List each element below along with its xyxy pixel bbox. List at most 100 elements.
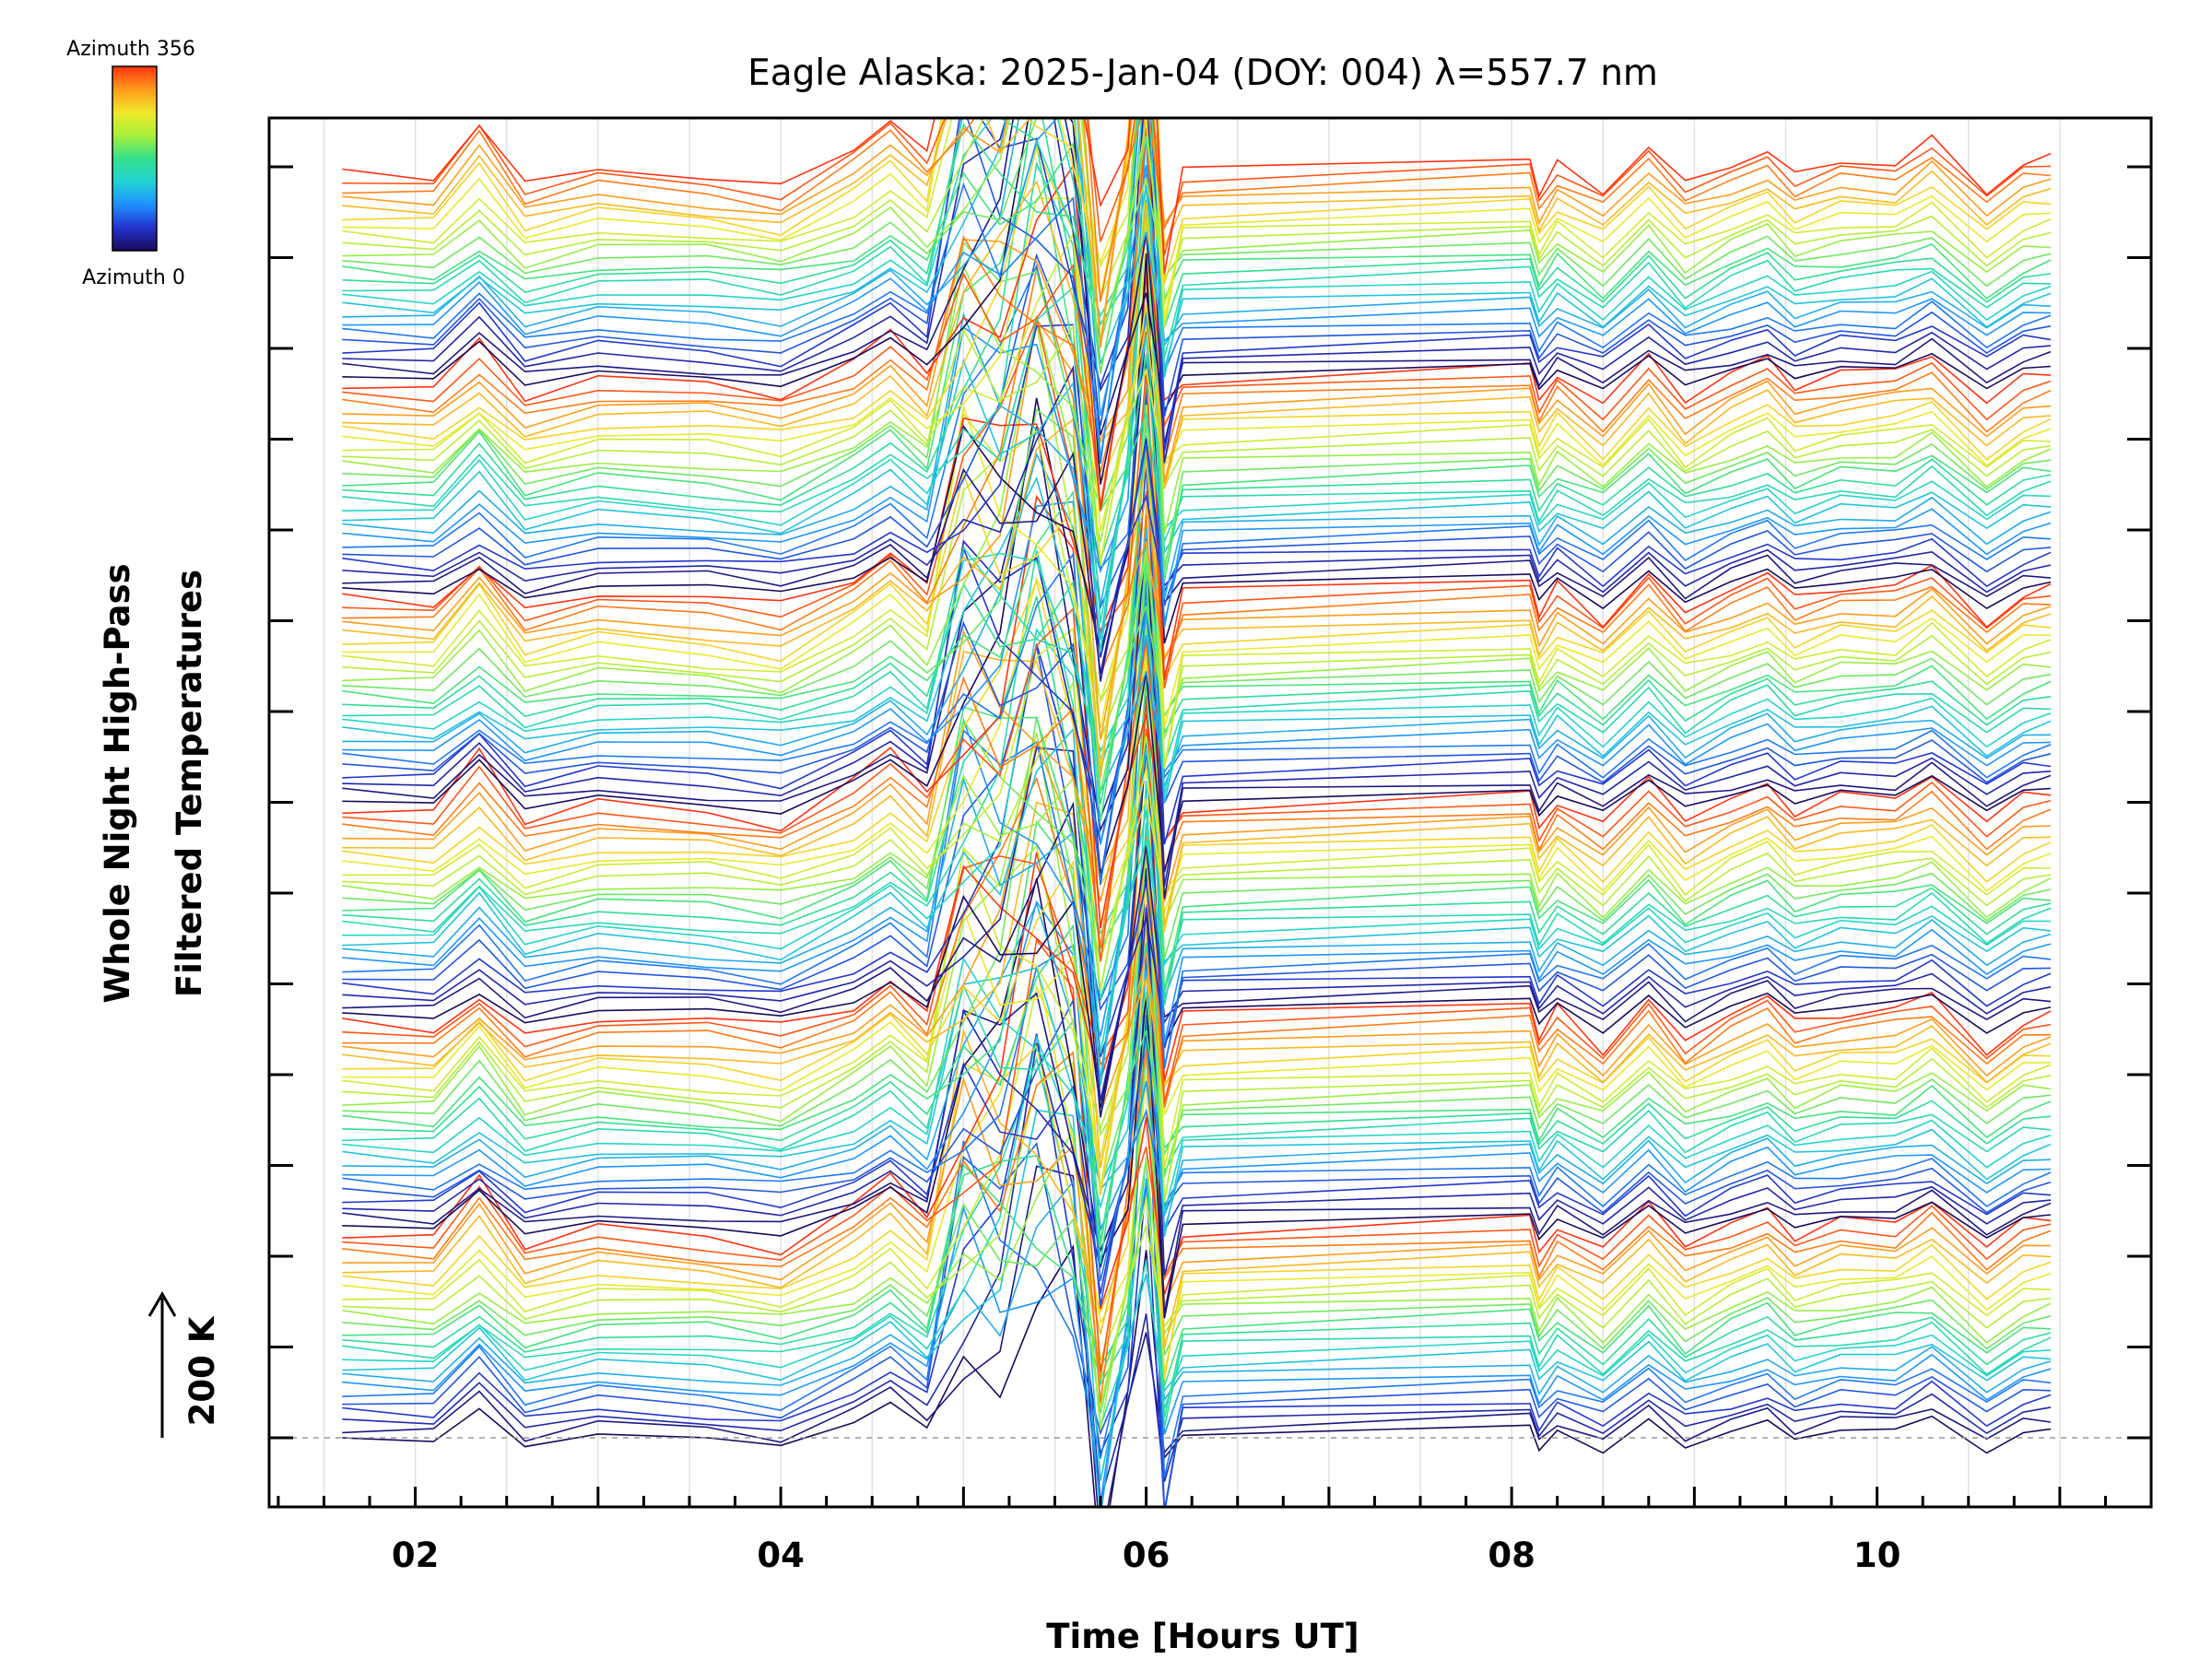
series-line (342, 160, 2052, 623)
series-line (342, 253, 2052, 652)
series-line (342, 643, 2052, 1058)
series-line (342, 118, 2052, 343)
grid (323, 118, 2061, 1507)
series-line (342, 118, 2052, 306)
series-line (342, 118, 2052, 342)
series-line (342, 118, 2052, 298)
series-line (342, 118, 2052, 348)
series-line (342, 324, 2052, 658)
series-line (342, 118, 2052, 543)
series-line (342, 823, 2052, 1241)
series-line (342, 859, 2052, 1196)
series-line (342, 118, 2052, 275)
series-line (342, 408, 2052, 794)
series-line (342, 924, 2052, 1264)
x-tick-labels: 02 04 06 08 10 (392, 1535, 1901, 1575)
series-line (342, 374, 2052, 772)
series-line (342, 679, 2052, 991)
scale-label: 200 K (182, 1315, 222, 1426)
series-line (342, 852, 2052, 1310)
series-line (342, 197, 2052, 532)
y-axis-label-line2: Filtered Temperatures (170, 570, 209, 997)
x-tick-label: 08 (1488, 1535, 1535, 1575)
series-line (342, 118, 2052, 378)
series-line (342, 417, 2052, 795)
series-line (342, 253, 2052, 610)
series-line (342, 146, 2052, 487)
series-line (342, 1014, 2052, 1507)
y-axis-label: Whole Night High-Pass Filtered Temperatu… (98, 563, 209, 1003)
scale-arrow-head-icon (147, 1291, 177, 1317)
series-line (342, 607, 2052, 1079)
series-line (342, 1127, 2052, 1430)
series-line (342, 199, 2052, 641)
series-line (342, 118, 2052, 417)
series-line (342, 315, 2052, 740)
series-line (342, 579, 2052, 933)
series-line (342, 1034, 2052, 1428)
series-line (342, 118, 2052, 568)
series-line (342, 144, 2052, 581)
series-line (342, 163, 2052, 512)
series-line (342, 907, 2052, 1294)
series-line (342, 118, 2052, 302)
series-line (342, 944, 2052, 1282)
series-line (342, 801, 2052, 1118)
series-line (342, 576, 2052, 922)
series-line (342, 728, 2052, 1103)
series-line (342, 118, 2052, 485)
x-axis-label: Time [Hours UT] (1046, 1617, 1359, 1656)
colorbar-top-label: Azimuth 356 (66, 38, 195, 61)
series-line (342, 581, 2052, 1069)
series-line (342, 365, 2052, 682)
temperature-scale-bar: 200 K (147, 1291, 222, 1438)
series-line (342, 1056, 2052, 1428)
x-tick-label: 02 (392, 1535, 440, 1575)
series-line (342, 967, 2052, 1374)
series-line (342, 452, 2052, 795)
x-tick-label: 04 (757, 1535, 805, 1575)
series-line (342, 1042, 2052, 1501)
plot-frame (267, 116, 2153, 1509)
series-line (342, 285, 2052, 653)
series-line (342, 118, 2052, 371)
series-line (342, 268, 2052, 676)
series-line (342, 118, 2052, 320)
chart-title: Eagle Alaska: 2025-Jan-04 (DOY: 004) λ=5… (747, 53, 1658, 94)
series-line (342, 118, 2052, 444)
series-line (342, 550, 2052, 999)
series-line (342, 699, 2052, 1203)
series-line (342, 716, 2052, 1188)
series-line (342, 741, 2052, 1113)
colorbar-bottom-label: Azimuth 0 (82, 266, 185, 289)
x-tick-label: 10 (1853, 1535, 1901, 1575)
series-line (342, 118, 2052, 464)
series-line (342, 489, 2052, 822)
series-line (342, 500, 2052, 845)
y-axis-label-line1: Whole Night High-Pass (98, 563, 137, 1003)
series-line (342, 308, 2052, 767)
series-line (342, 819, 2052, 1246)
series-line (342, 900, 2052, 1232)
series-line (342, 606, 2052, 962)
series-lines (342, 118, 2052, 1507)
azimuth-colorbar: Azimuth 356 Azimuth 0 (66, 38, 195, 289)
series-line (342, 118, 2052, 256)
series-line (342, 231, 2052, 562)
colorbar-gradient (112, 65, 158, 252)
series-line (342, 997, 2052, 1306)
series-line (342, 418, 2052, 779)
series-line (342, 317, 2052, 740)
series-line (342, 118, 2052, 465)
series-line (342, 552, 2052, 886)
axis-ticks (269, 165, 2151, 1507)
series-line (342, 397, 2052, 875)
x-tick-label: 06 (1123, 1535, 1171, 1575)
series-line (342, 901, 2052, 1231)
series-line (342, 994, 2052, 1387)
series-line (342, 476, 2052, 804)
series-line (342, 544, 2052, 960)
series-line (342, 1033, 2052, 1507)
series-line (342, 984, 2052, 1361)
